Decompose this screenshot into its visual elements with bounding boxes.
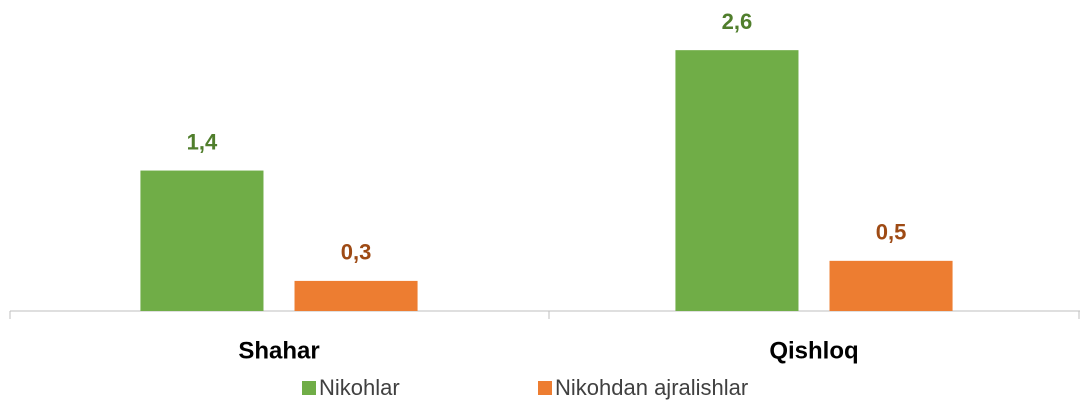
data-label: 0,5	[876, 220, 907, 245]
data-label: 1,4	[187, 129, 218, 154]
data-label: 0,3	[341, 240, 372, 265]
bar	[675, 50, 799, 312]
legend-label: Nikohlar	[319, 375, 400, 400]
data-label: 2,6	[722, 9, 753, 34]
x-tick-label: Qishloq	[769, 337, 858, 364]
x-tick-label: Shahar	[238, 337, 319, 364]
bar	[829, 260, 953, 311]
legend-swatch	[302, 381, 316, 395]
bar	[294, 280, 418, 311]
legend-swatch	[538, 381, 552, 395]
bar	[140, 170, 264, 311]
legend-label: Nikohdan ajralishlar	[555, 375, 748, 400]
